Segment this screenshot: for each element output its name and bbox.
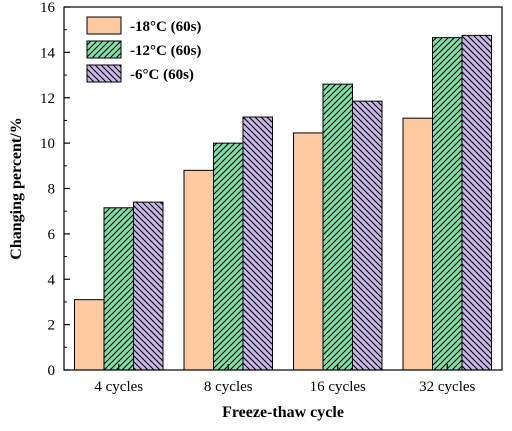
bar-1-2	[183, 169, 214, 371]
y-tick-label: 8	[48, 182, 56, 198]
bar-2-1	[103, 207, 134, 371]
x-axis: 4 cycles 8 cycles 16 cycles 32 cycles	[94, 364, 476, 395]
bar-1-4	[402, 117, 433, 371]
bars-layer	[74, 34, 492, 371]
bar-2-4	[432, 37, 463, 371]
bar-1-1	[74, 299, 105, 371]
y-axis: 0 2 4 6 8 10 12 14 16	[40, 0, 70, 379]
x-tick-label: 8 cycles	[204, 379, 253, 395]
legend-swatch-1	[86, 16, 122, 35]
bar-3-2	[242, 116, 273, 371]
legend: -18°C (60s) -12°C (60s) -6°C (60s)	[86, 16, 201, 83]
legend-swatch-2	[86, 40, 122, 59]
x-axis-title: Freeze-thaw cycle	[222, 404, 344, 421]
x-tick-label: 4 cycles	[94, 379, 143, 395]
bar-1-3	[293, 132, 324, 371]
legend-label-1: -18°C (60s)	[130, 19, 201, 35]
y-tick-label: 4	[48, 272, 56, 288]
x-tick-label: 32 cycles	[419, 379, 475, 395]
bar-2-3	[322, 83, 353, 371]
legend-label-3: -6°C (60s)	[130, 67, 194, 83]
bar-2-2	[213, 142, 244, 371]
y-tick-label: 16	[40, 0, 56, 16]
y-tick-label: 0	[48, 363, 56, 379]
y-tick-label: 6	[48, 227, 56, 243]
bar-3-3	[352, 100, 383, 371]
legend-swatch-3	[86, 64, 122, 83]
bar-3-1	[133, 201, 164, 371]
y-tick-label: 12	[40, 91, 55, 107]
legend-label-2: -12°C (60s)	[130, 43, 201, 59]
y-tick-label: 2	[48, 318, 56, 334]
bar-3-4	[461, 34, 492, 371]
y-tick-label: 14	[40, 45, 56, 61]
y-axis-title: Changing percent/%	[8, 117, 25, 259]
y-tick-label: 10	[40, 136, 55, 152]
x-tick-label: 16 cycles	[310, 379, 366, 395]
